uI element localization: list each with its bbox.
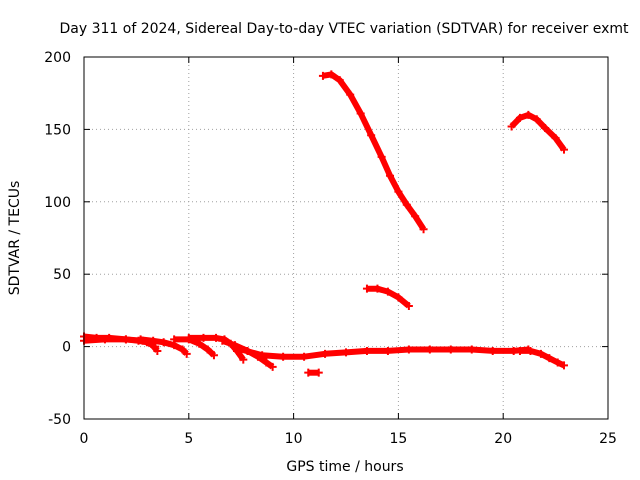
data-point: [404, 345, 413, 354]
data-point: [515, 113, 524, 122]
data-point: [536, 349, 545, 358]
data-series: [80, 70, 568, 377]
data-point: [342, 348, 350, 357]
data-point: [526, 346, 535, 355]
data-point: [203, 345, 212, 354]
x-tick-label: 0: [80, 431, 89, 447]
data-point: [314, 368, 323, 377]
grid: [84, 57, 608, 419]
data-point: [300, 352, 309, 361]
data-point: [100, 335, 109, 344]
data-point: [515, 346, 524, 355]
data-point: [304, 368, 313, 377]
data-point: [136, 335, 145, 344]
data-point: [467, 345, 476, 354]
data-point: [394, 187, 403, 196]
data-point: [362, 346, 371, 355]
data-point: [321, 349, 330, 358]
data-point: [327, 70, 336, 79]
data-point: [121, 335, 130, 344]
data-point: [553, 358, 562, 367]
data-point: [507, 122, 516, 131]
data-point: [199, 333, 208, 342]
axis-ticks: 0 5 10 15 20 25 -50 0 50 100 150 200: [44, 50, 617, 447]
data-point: [184, 333, 193, 342]
data-point: [362, 284, 371, 293]
data-point: [545, 354, 554, 363]
data-point: [318, 71, 327, 80]
data-point: [532, 115, 541, 124]
data-point: [149, 336, 158, 345]
y-tick-label: 200: [44, 50, 71, 66]
data-point: [170, 335, 179, 344]
y-tick-label: 150: [44, 122, 71, 138]
data-point: [446, 345, 455, 354]
data-point: [335, 76, 344, 85]
x-tick-label: 5: [184, 431, 193, 447]
y-tick-label: 0: [62, 340, 71, 356]
data-point: [551, 134, 560, 143]
x-tick-label: 10: [285, 431, 303, 447]
data-point: [559, 145, 568, 154]
data-point: [488, 346, 497, 355]
data-point: [386, 171, 395, 180]
data-point: [159, 338, 168, 347]
plot-frame: [83, 56, 609, 420]
y-tick-label: 100: [44, 195, 71, 211]
data-point: [178, 345, 187, 354]
x-tick-label: 15: [389, 431, 407, 447]
data-point: [367, 131, 376, 140]
data-point: [377, 152, 386, 161]
data-point: [346, 90, 355, 99]
y-axis-title: SDTVAR / TECUs: [7, 181, 23, 296]
y-tick-label: 50: [53, 267, 71, 283]
data-point: [383, 287, 392, 296]
data-point: [404, 302, 413, 311]
x-tick-label: 25: [599, 431, 617, 447]
data-point: [394, 293, 403, 302]
data-point: [559, 361, 568, 370]
data-point: [230, 341, 239, 350]
data-point: [279, 352, 288, 361]
data-point: [419, 225, 428, 234]
data-point: [237, 345, 246, 354]
data-point: [212, 333, 221, 342]
data-point: [524, 110, 533, 119]
data-point: [239, 355, 248, 364]
data-point: [383, 346, 392, 355]
data-point: [209, 351, 218, 360]
data-point: [268, 362, 277, 371]
data-point: [262, 358, 271, 367]
data-point: [356, 109, 365, 118]
data-point: [402, 200, 411, 209]
data-point: [373, 284, 382, 293]
chart-title: Day 311 of 2024, Sidereal Day-to-day VTE…: [60, 21, 630, 37]
data-point: [425, 345, 434, 354]
data-point: [195, 339, 204, 348]
x-tick-label: 20: [494, 431, 512, 447]
data-point: [218, 336, 227, 345]
y-tick-label: -50: [48, 412, 71, 428]
data-point: [182, 349, 191, 358]
data-point: [153, 346, 162, 355]
x-axis-title: GPS time / hours: [286, 459, 403, 475]
data-point: [411, 212, 420, 221]
data-point: [541, 123, 550, 132]
data-point: [258, 351, 267, 360]
